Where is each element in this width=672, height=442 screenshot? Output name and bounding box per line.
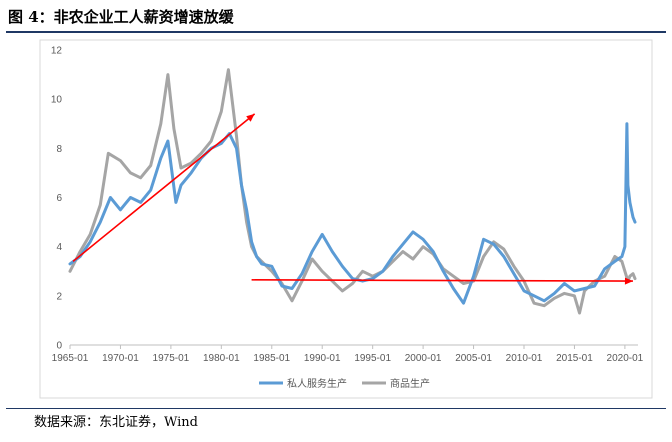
x-tick-label: 1970-01 — [102, 353, 139, 364]
x-tick-label: 1990-01 — [304, 353, 341, 364]
y-tick-label: 12 — [51, 46, 63, 57]
figure-title: 图 4：非农企业工人薪资增速放缓 — [8, 8, 234, 26]
y-axis: 0 2 4 6 8 10 12 — [51, 46, 63, 352]
source-rule — [6, 408, 666, 409]
x-tick-label: 2010-01 — [506, 353, 543, 364]
annotation-layer — [72, 113, 633, 285]
legend: 私人服务生产 商品生产 — [259, 377, 430, 390]
annotation-arrowhead — [624, 277, 633, 285]
y-tick-label: 6 — [56, 193, 62, 204]
y-tick-label: 10 — [51, 95, 63, 106]
x-tick-label: 2005-01 — [455, 353, 492, 364]
y-tick-label: 8 — [56, 144, 62, 155]
x-tick-label: 1975-01 — [153, 353, 190, 364]
x-tick-label: 1965-01 — [52, 353, 89, 364]
y-tick-label: 4 — [56, 242, 62, 253]
legend-label: 私人服务生产 — [287, 377, 347, 390]
x-tick-label: 2020-01 — [607, 353, 644, 364]
series-layer — [68, 68, 637, 315]
annotation-arrowhead — [246, 113, 255, 122]
title-rule — [6, 31, 666, 33]
source-note: 数据来源：东北证券，Wind — [34, 415, 198, 430]
x-tick-label: 1985-01 — [253, 353, 290, 364]
x-tick-label: 1995-01 — [354, 353, 391, 364]
chart-frame — [39, 39, 653, 399]
x-tick-label: 2000-01 — [405, 353, 442, 364]
x-tick-label: 2015-01 — [556, 353, 593, 364]
annotation-arrow-line — [251, 279, 633, 282]
x-tick-label: 1980-01 — [203, 353, 240, 364]
y-tick-label: 2 — [56, 291, 62, 302]
y-tick-label: 0 — [56, 341, 62, 352]
annotation-arrow-line — [72, 113, 256, 263]
legend-label: 商品生产 — [390, 377, 430, 390]
series-line-goods — [68, 68, 637, 315]
x-axis: 1965-01 1970-01 1975-01 1980-01 1985-01 1990-… — [52, 345, 644, 364]
